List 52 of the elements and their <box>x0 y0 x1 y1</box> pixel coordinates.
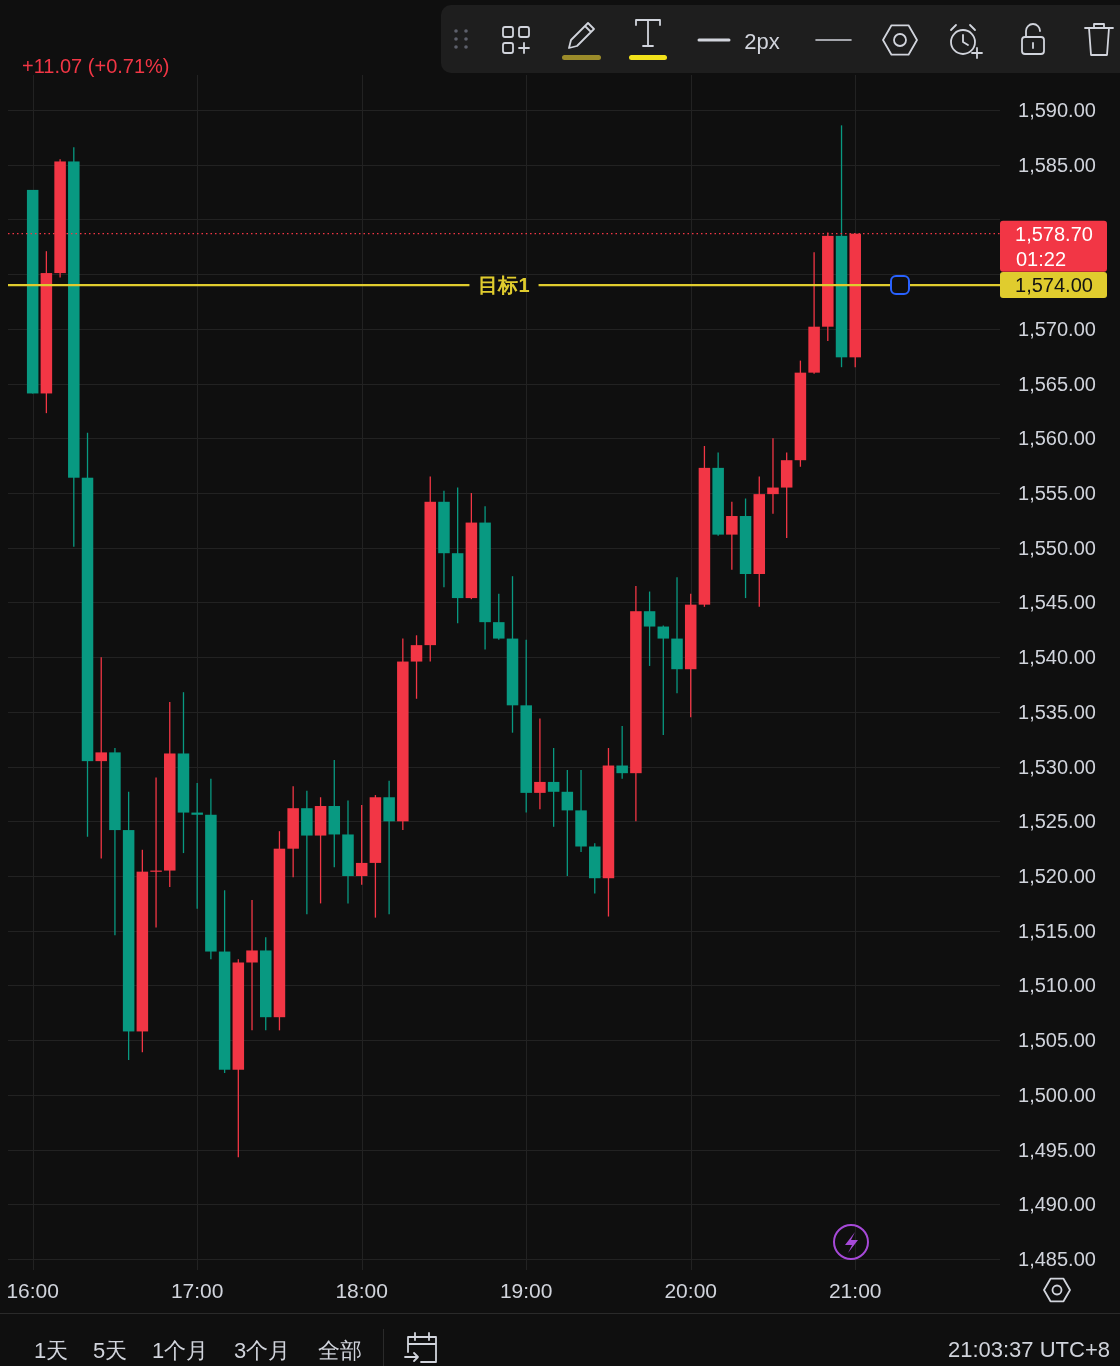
x-tick-label: 16:00 <box>6 1278 59 1302</box>
x-tick-label: 17:00 <box>170 1278 224 1302</box>
y-tick-label: 1,535.00 <box>1018 700 1096 723</box>
y-tick-label: 1,590.00 <box>1018 99 1096 122</box>
chart-subtitle: +11.07 (+0.71%) <box>22 55 170 77</box>
text: 1天 <box>33 1337 69 1363</box>
y-tick-label: 1,570.00 <box>1018 317 1096 340</box>
text: 3个月 <box>233 1337 291 1363</box>
candlestick <box>95 656 107 860</box>
y-tick-label: 1,530.00 <box>1018 755 1096 778</box>
y-tick-label: 1,540.00 <box>1018 646 1096 669</box>
y-tick-label: 1,495.00 <box>1018 1138 1096 1161</box>
candlestick <box>410 634 423 700</box>
ref-line-label: 目标1 <box>478 274 530 297</box>
x-tick-label: 21:00 <box>828 1278 882 1302</box>
candlestick <box>355 804 368 886</box>
y-tick-label: 1,545.00 <box>1018 591 1096 614</box>
y-tick-label: 1,560.00 <box>1018 427 1096 450</box>
y-tick-label: 1,520.00 <box>1018 865 1096 888</box>
candlestick <box>616 725 628 780</box>
y-tick-label: 1,505.00 <box>1018 1029 1096 1052</box>
candlestick <box>534 717 546 810</box>
y-tick-label: 1,490.00 <box>1018 1193 1096 1216</box>
candlestick <box>246 899 258 1031</box>
y-tick-label: 1,485.00 <box>1018 1248 1096 1271</box>
text: 1个月 <box>151 1337 209 1363</box>
text: 5天 <box>92 1337 128 1363</box>
candlestick <box>493 593 505 641</box>
text: 1,574.00 <box>1015 274 1093 297</box>
x-tick-label: 18:00 <box>335 1278 388 1302</box>
candlestick <box>726 501 738 571</box>
y-tick-label: 1,515.00 <box>1018 919 1096 942</box>
x-tick-label: 20:00 <box>664 1278 717 1302</box>
candlestick <box>547 747 560 828</box>
candlestick <box>191 782 203 910</box>
y-tick-label: 1,585.00 <box>1018 153 1096 176</box>
candlestick <box>643 590 656 667</box>
text: 全部 <box>318 1337 362 1363</box>
candlestick <box>767 437 779 515</box>
y-tick-label: 1,550.00 <box>1018 536 1096 559</box>
y-tick-label: 1,565.00 <box>1018 372 1096 395</box>
candlestick <box>561 769 574 877</box>
y-tick-label: 1,525.00 <box>1018 810 1096 833</box>
y-tick-label: 1,555.00 <box>1018 482 1096 505</box>
y-tick-label: 1,510.00 <box>1018 974 1096 997</box>
x-tick-label: 19:00 <box>499 1278 553 1302</box>
text: 1,578.70 <box>1015 222 1093 245</box>
candlestick <box>657 624 670 736</box>
text: 21:03:37 UTC+8 <box>947 1336 1110 1362</box>
y-tick-label: 1,500.00 <box>1018 1083 1096 1106</box>
text: 2px <box>744 28 780 54</box>
text: 01:22 <box>1015 247 1067 270</box>
